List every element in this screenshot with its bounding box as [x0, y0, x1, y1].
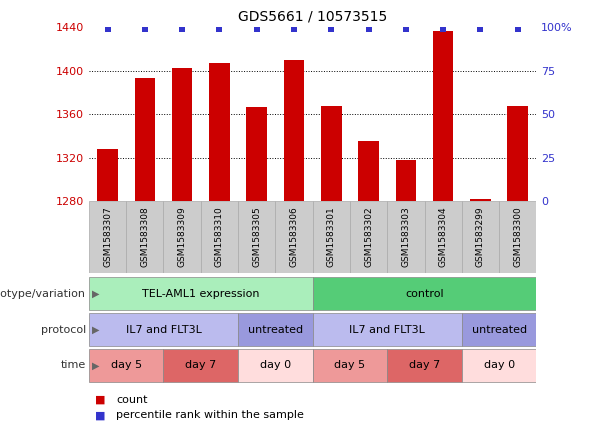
Bar: [284, 60, 304, 201]
Text: GSM1583305: GSM1583305: [252, 206, 261, 267]
Bar: [238, 313, 313, 346]
Bar: [395, 160, 416, 201]
Bar: [172, 68, 192, 201]
Bar: [462, 313, 536, 346]
Text: GSM1583299: GSM1583299: [476, 206, 485, 267]
Text: protocol: protocol: [40, 324, 86, 335]
Bar: [238, 349, 313, 382]
Text: TEL-AML1 expression: TEL-AML1 expression: [142, 288, 259, 299]
Text: control: control: [405, 288, 444, 299]
Text: GSM1583308: GSM1583308: [140, 206, 150, 267]
Text: day 0: day 0: [484, 360, 515, 371]
Bar: [433, 31, 454, 201]
Bar: [321, 106, 341, 201]
Text: GSM1583307: GSM1583307: [103, 206, 112, 267]
Bar: [313, 313, 462, 346]
Text: ■: ■: [95, 395, 105, 405]
Bar: [89, 277, 313, 310]
Text: GSM1583306: GSM1583306: [289, 206, 299, 267]
Bar: [126, 201, 164, 273]
Bar: [350, 201, 387, 273]
Bar: [387, 349, 462, 382]
Bar: [313, 349, 387, 382]
Bar: [89, 313, 238, 346]
Title: GDS5661 / 10573515: GDS5661 / 10573515: [238, 10, 387, 24]
Text: day 0: day 0: [260, 360, 291, 371]
Text: day 7: day 7: [185, 360, 216, 371]
Text: ▶: ▶: [92, 324, 99, 335]
Text: genotype/variation: genotype/variation: [0, 288, 86, 299]
Text: GSM1583301: GSM1583301: [327, 206, 336, 267]
Text: GSM1583304: GSM1583304: [439, 206, 447, 267]
Text: IL7 and FLT3L: IL7 and FLT3L: [349, 324, 425, 335]
Bar: [201, 201, 238, 273]
Text: ■: ■: [95, 410, 105, 420]
Bar: [89, 201, 126, 273]
Bar: [313, 277, 536, 310]
Text: GSM1583300: GSM1583300: [513, 206, 522, 267]
Bar: [313, 201, 350, 273]
Text: day 5: day 5: [110, 360, 142, 371]
Bar: [164, 349, 238, 382]
Bar: [462, 201, 499, 273]
Bar: [462, 349, 536, 382]
Bar: [238, 201, 275, 273]
Text: GSM1583302: GSM1583302: [364, 206, 373, 267]
Text: untreated: untreated: [471, 324, 527, 335]
Text: time: time: [61, 360, 86, 371]
Text: count: count: [116, 395, 148, 405]
Text: untreated: untreated: [248, 324, 303, 335]
Text: GSM1583303: GSM1583303: [402, 206, 410, 267]
Text: ▶: ▶: [92, 288, 99, 299]
Text: GSM1583309: GSM1583309: [178, 206, 186, 267]
Bar: [508, 106, 528, 201]
Bar: [97, 149, 118, 201]
Bar: [209, 63, 230, 201]
Bar: [424, 201, 462, 273]
Bar: [470, 199, 490, 201]
Text: ▶: ▶: [92, 360, 99, 371]
Text: IL7 and FLT3L: IL7 and FLT3L: [126, 324, 202, 335]
Bar: [135, 78, 155, 201]
Bar: [275, 201, 313, 273]
Text: day 7: day 7: [409, 360, 440, 371]
Bar: [164, 201, 200, 273]
Text: day 5: day 5: [334, 360, 365, 371]
Text: GSM1583310: GSM1583310: [215, 206, 224, 267]
Bar: [499, 201, 536, 273]
Bar: [387, 201, 424, 273]
Bar: [359, 141, 379, 201]
Bar: [89, 349, 164, 382]
Bar: [246, 107, 267, 201]
Text: percentile rank within the sample: percentile rank within the sample: [116, 410, 304, 420]
